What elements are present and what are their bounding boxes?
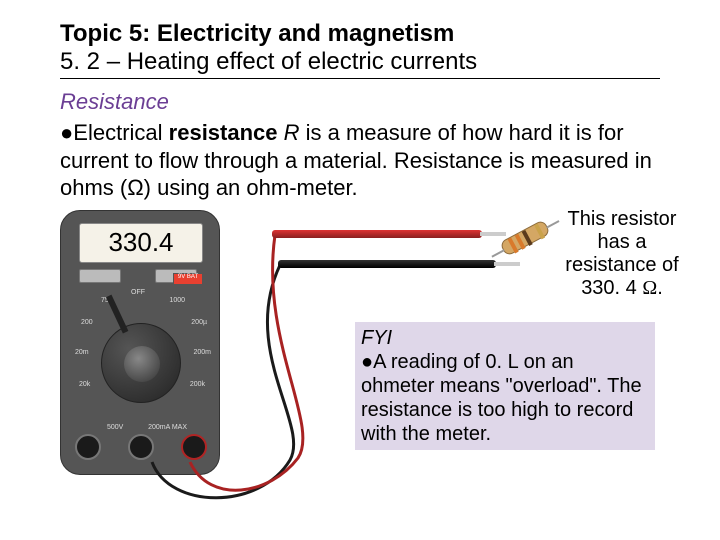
bullet-icon: ● bbox=[60, 120, 73, 145]
meter-dial-area: OFF 750 1000 200 200µ 20m 200m 20k 200k … bbox=[67, 289, 215, 431]
dial-knob-outer bbox=[101, 323, 181, 403]
dial-knob bbox=[124, 346, 160, 382]
fyi-box: FYI ●A reading of 0. L on an ohmeter mea… bbox=[355, 322, 655, 450]
meter-ports bbox=[75, 434, 207, 464]
fyi-title: FYI bbox=[361, 326, 649, 350]
probe-tip-red bbox=[480, 232, 506, 236]
topic-title: Topic 5: Electricity and magnetism bbox=[60, 20, 660, 48]
probe-black bbox=[278, 260, 496, 268]
port-vohm bbox=[181, 434, 207, 460]
ohm-meter: 330.4 9V BAT OFF 750 1000 200 200µ 20m 2… bbox=[60, 210, 220, 475]
symbol-r: R bbox=[284, 120, 300, 145]
figure-area: 330.4 9V BAT OFF 750 1000 200 200µ 20m 2… bbox=[60, 210, 660, 500]
battery-indicator: 9V BAT bbox=[173, 273, 203, 285]
section-heading: Resistance bbox=[60, 89, 660, 115]
meter-display: 330.4 bbox=[79, 223, 203, 263]
term-resistance: resistance bbox=[169, 120, 284, 145]
probe-tip-black bbox=[494, 262, 520, 266]
fyi-body: ●A reading of 0. L on an ohmeter means "… bbox=[361, 350, 649, 446]
body-paragraph: ●Electrical resistance R is a measure of… bbox=[60, 119, 660, 202]
topic-subtitle: 5. 2 – Heating effect of electric curren… bbox=[60, 48, 660, 79]
port-10a bbox=[75, 434, 101, 460]
probe-red bbox=[272, 230, 482, 238]
bullet-icon: ● bbox=[361, 351, 373, 373]
port-com bbox=[128, 434, 154, 460]
text-pre: Electrical bbox=[73, 120, 168, 145]
meter-button bbox=[79, 269, 121, 283]
resistor-caption: This resistor has a resistance of 330. 4… bbox=[542, 208, 702, 300]
